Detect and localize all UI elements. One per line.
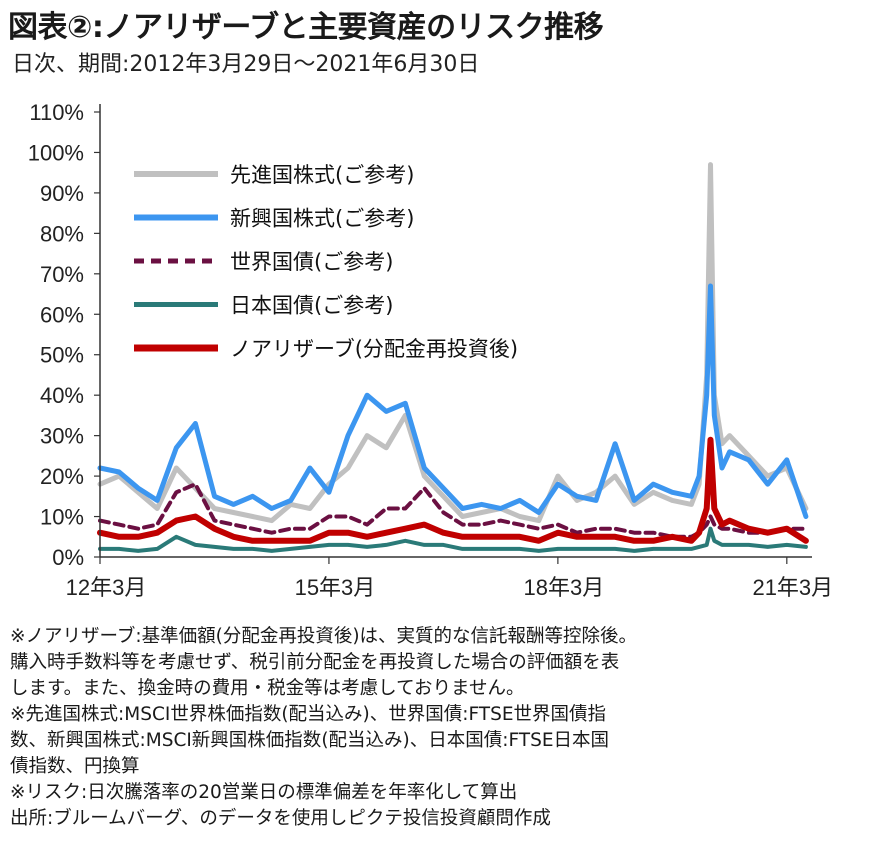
- y-tick-label: 100%: [28, 140, 84, 165]
- footnote-line: ※リスク:日次騰落率の20営業日の標準偏差を年率化して算出: [10, 782, 518, 803]
- chart-subtitle: 日次、期間:2012年3月29日～2021年6月30日: [12, 52, 480, 77]
- x-axis-ticks: 12年3月 15年3月 18年3月 21年3月: [66, 557, 833, 600]
- series-line-emerging: [97, 283, 809, 519]
- y-tick-label: 110%: [29, 100, 84, 125]
- footnote-line: 購入時手数料等を考慮せず、税引前分配金を再投資した場合の評価額を表: [10, 652, 620, 673]
- x-tick-label: 18年3月: [524, 575, 605, 600]
- y-tick-label: 60%: [40, 302, 84, 327]
- footnote-line: ※ノアリザーブ:基準価額(分配金再投資後)は、実質的な信託報酬等控除後。: [10, 626, 638, 647]
- x-tick-label: 12年3月: [66, 575, 147, 600]
- y-tick-label: 70%: [40, 262, 84, 287]
- footnote-line: します。また、換金時の費用・税金等は考慮しておりません。: [10, 678, 525, 699]
- y-axis-ticks: 110% 100% 90% 80% 70% 60% 50% 40% 30% 20% 10% 0%: [28, 100, 100, 570]
- series-line-world_bonds: [98, 482, 808, 539]
- series-line-developed: [97, 162, 809, 524]
- plot-lines: [97, 162, 809, 553]
- axes: [99, 104, 812, 558]
- footnotes: ※ノアリザーブ:基準価額(分配金再投資後)は、実質的な信託報酬等控除後。 購入時…: [10, 624, 870, 832]
- y-tick-label: 40%: [40, 383, 84, 408]
- series-line-noah: [97, 436, 809, 544]
- legend-label: 先進国株式(ご参考): [230, 163, 414, 187]
- footnote-line: 債指数、円換算: [10, 756, 140, 777]
- chart-title: 図表②:ノアリザーブと主要資産のリスク推移: [8, 10, 604, 45]
- y-tick-label: 10%: [40, 505, 84, 530]
- y-tick-label: 20%: [40, 464, 84, 489]
- x-tick-label: 21年3月: [752, 575, 833, 600]
- x-tick-label: 15年3月: [295, 575, 376, 600]
- y-tick-label: 30%: [40, 424, 84, 449]
- legend-label: ノアリザーブ(分配金再投資後): [230, 337, 518, 361]
- footnote-line: 出所:ブルームバーグ、のデータを使用しピクテ投信投資顧問作成: [10, 808, 551, 829]
- y-tick-label: 50%: [40, 343, 84, 368]
- legend-label: 世界国債(ご参考): [230, 250, 393, 274]
- y-tick-label: 80%: [40, 221, 84, 246]
- legend-label: 新興国株式(ご参考): [230, 207, 414, 231]
- footnote-line: 数、新興国株式:MSCI新興国株価指数(配当込み)、日本国債:FTSE日本国: [10, 730, 610, 751]
- legend: 先進国株式(ご参考) 新興国株式(ご参考) 世界国債(ご参考) 日本国債(ご参考) ノア…: [134, 163, 518, 361]
- legend-label: 日本国債(ご参考): [230, 294, 393, 318]
- series-line-japan_bonds: [98, 526, 808, 553]
- y-tick-label: 0%: [52, 545, 84, 570]
- footnote-line: ※先進国株式:MSCI世界株価指数(配当込み)、世界国債:FTSE世界国債指: [10, 704, 607, 725]
- y-tick-label: 90%: [40, 181, 84, 206]
- risk-line-chart: 110% 100% 90% 80% 70% 60% 50% 40% 30% 20% 10% 0% 12…: [28, 100, 833, 600]
